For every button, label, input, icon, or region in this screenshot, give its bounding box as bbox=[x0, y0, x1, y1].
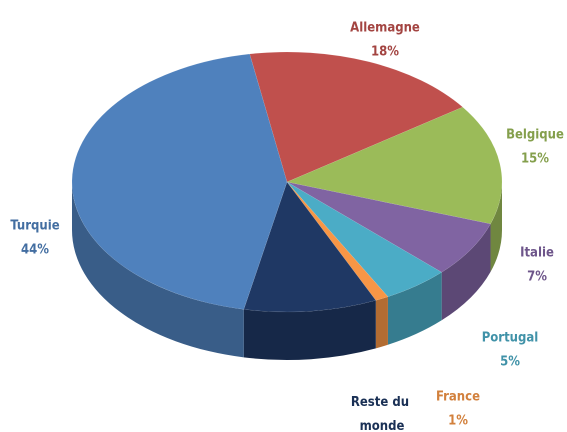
slice-label: Italie bbox=[520, 246, 554, 261]
label-line: monde bbox=[360, 419, 405, 432]
slice bbox=[286, 181, 443, 298]
slice bbox=[286, 106, 503, 225]
slice bbox=[249, 51, 464, 183]
slice-side bbox=[490, 182, 502, 272]
slice bbox=[286, 181, 491, 273]
slice-label: Allemagne bbox=[350, 21, 420, 36]
slice-label: Reste du monde bbox=[351, 395, 413, 432]
slice-label: Portugal bbox=[482, 331, 539, 346]
value-label: 1% bbox=[448, 414, 468, 429]
slice bbox=[286, 181, 389, 301]
label-line: Reste du bbox=[351, 395, 413, 410]
slice-label: France bbox=[436, 390, 480, 405]
value-label: 15% bbox=[521, 152, 549, 167]
slice-side bbox=[243, 300, 376, 360]
slice-label: Turquie bbox=[10, 219, 59, 234]
value-label: 44% bbox=[21, 243, 49, 258]
slice bbox=[243, 181, 377, 313]
value-label: 7% bbox=[527, 270, 547, 285]
slice-side bbox=[387, 272, 442, 345]
slice-label: Belgique bbox=[506, 128, 564, 143]
slice-side bbox=[375, 296, 388, 349]
slice-side bbox=[72, 182, 244, 358]
slice bbox=[71, 53, 288, 310]
value-label: 5% bbox=[500, 355, 520, 370]
slice-side bbox=[441, 223, 491, 321]
value-label: 18% bbox=[371, 45, 399, 60]
